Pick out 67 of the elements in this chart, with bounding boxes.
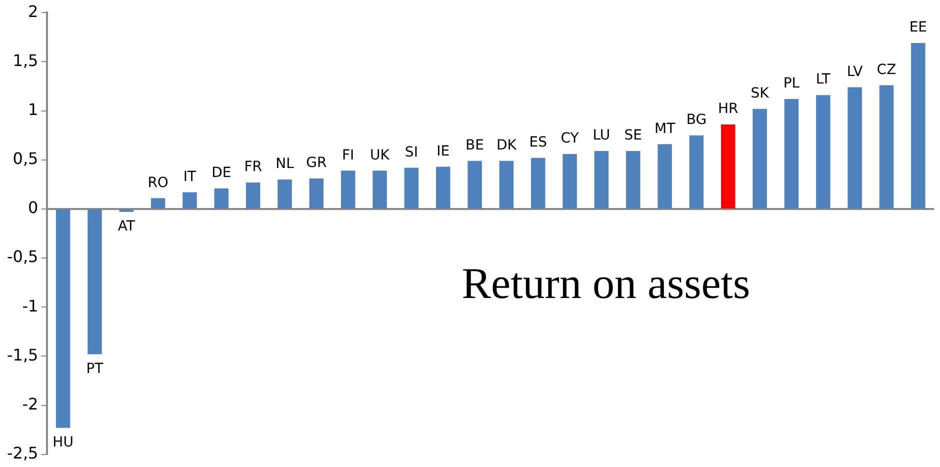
bar: [911, 43, 926, 208]
x-tick-label: BE: [466, 137, 484, 154]
y-tick-label: -2,5: [7, 444, 38, 463]
text: Return on assets: [462, 259, 750, 308]
bar: [689, 135, 704, 208]
x-tick-label: IT: [183, 168, 197, 185]
x-tick-label: PT: [86, 360, 104, 377]
y-tick-label: -2: [22, 394, 38, 414]
bar: [372, 170, 387, 208]
bar: [752, 108, 767, 208]
x-tick-label: HR: [718, 101, 739, 118]
x-tick-label: SI: [404, 144, 418, 160]
bar: [626, 151, 640, 208]
y-tick-label: 0,5: [12, 149, 38, 168]
x-tick-label: LT: [816, 72, 831, 88]
x-tick-label: LU: [592, 128, 610, 144]
bar: [594, 151, 609, 208]
bar: [340, 170, 356, 208]
y-tick-label: -1: [22, 296, 38, 316]
bar: [848, 87, 862, 208]
x-tick-label: NL: [276, 156, 294, 172]
bar: [784, 98, 799, 208]
bar: [436, 166, 450, 208]
bar: [404, 168, 419, 208]
bar: [658, 144, 672, 208]
bar: [214, 188, 229, 208]
bar: [468, 160, 482, 208]
bar: [530, 158, 546, 208]
x-tick-label: AT: [118, 218, 136, 235]
x-tick-label: EE: [909, 20, 928, 36]
y-tick-label: 1: [28, 100, 38, 119]
x-tick-label: MT: [654, 120, 676, 137]
x-tick-label: BG: [686, 112, 707, 128]
bar: [278, 180, 292, 208]
bar: [246, 182, 260, 208]
x-tick-label: SK: [750, 85, 770, 102]
x-tick-label: IE: [436, 143, 450, 160]
y-tick-label: 2: [28, 2, 38, 21]
bar: [119, 209, 134, 212]
x-tick-label: DK: [496, 137, 518, 154]
x-tick-label: FR: [244, 159, 262, 176]
bar: [56, 209, 70, 428]
bar: [879, 85, 894, 208]
x-tick-label: RO: [148, 174, 168, 191]
bar: [562, 154, 577, 208]
bar: [88, 209, 102, 354]
x-tick-label: GR: [306, 155, 327, 172]
y-tick-label: 1,5: [12, 50, 38, 70]
x-tick-label: HU: [52, 434, 74, 451]
x-tick-label: CY: [560, 130, 580, 147]
x-tick-label: SE: [624, 128, 642, 144]
bar: [150, 198, 166, 208]
y-tick-label: -1,5: [7, 345, 38, 364]
x-tick-label: ES: [529, 134, 548, 151]
y-tick-label: -0,5: [7, 247, 38, 266]
x-tick-label: PL: [783, 76, 800, 92]
bar: [721, 124, 736, 208]
x-tick-label: FI: [342, 147, 354, 164]
x-tick-label: CZ: [876, 62, 896, 78]
bar: [182, 192, 197, 208]
bar: [309, 178, 324, 208]
bar: [499, 160, 514, 208]
bar: [816, 95, 830, 208]
x-tick-label: UK: [370, 147, 390, 164]
y-tick-label: 0: [28, 198, 38, 218]
x-tick-label: LV: [846, 64, 864, 80]
x-tick-label: DE: [212, 164, 232, 181]
